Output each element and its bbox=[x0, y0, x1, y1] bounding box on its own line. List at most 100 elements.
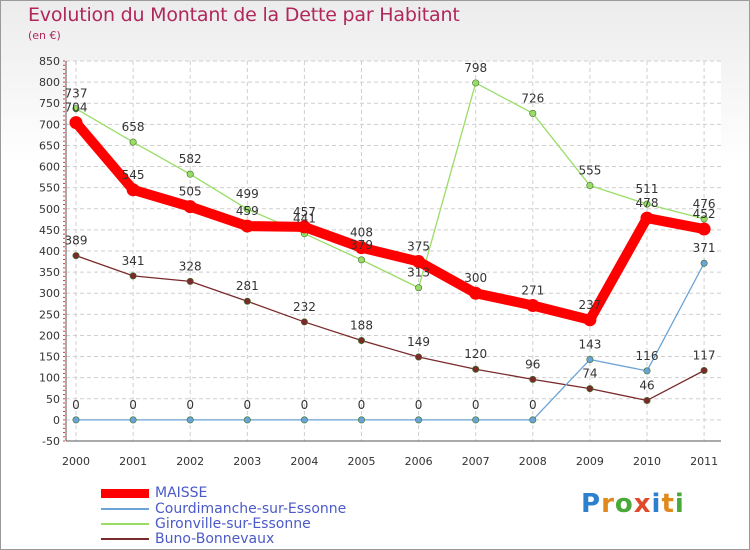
legend-item-buno: Buno-Bonnevaux bbox=[101, 531, 275, 547]
data-label-1: 116 bbox=[636, 349, 659, 363]
series-point-3 bbox=[186, 277, 194, 285]
chart-subtitle: (en €) bbox=[28, 29, 61, 42]
data-label-2: 555 bbox=[578, 164, 601, 178]
y-tick-label: 150 bbox=[39, 351, 60, 364]
series-point-3 bbox=[586, 385, 594, 393]
series-point-3 bbox=[700, 366, 708, 374]
series-point-2 bbox=[243, 205, 251, 213]
series-point-3 bbox=[643, 396, 651, 404]
logo-letter: o bbox=[614, 489, 634, 519]
data-label-3: 46 bbox=[639, 378, 654, 392]
data-label-1: 0 bbox=[301, 398, 309, 412]
series-point-0 bbox=[69, 116, 83, 130]
series-point-1 bbox=[586, 356, 594, 364]
series-point-1 bbox=[129, 416, 137, 424]
series-point-0 bbox=[126, 183, 140, 197]
series-point-0 bbox=[183, 200, 197, 214]
data-label-0: 375 bbox=[407, 240, 430, 254]
x-tick-label: 2005 bbox=[348, 455, 376, 468]
y-tick-label: 600 bbox=[39, 161, 60, 174]
series-point-1 bbox=[243, 416, 251, 424]
data-label-1: 143 bbox=[578, 338, 601, 352]
legend-label: MAISSE bbox=[155, 485, 208, 501]
x-tick-label: 2011 bbox=[690, 455, 718, 468]
data-label-2: 726 bbox=[521, 91, 544, 105]
logo-letter: i bbox=[651, 489, 662, 519]
data-label-0: 459 bbox=[236, 204, 259, 218]
data-label-2: 379 bbox=[350, 238, 373, 252]
data-label-2: 313 bbox=[407, 266, 430, 280]
legend-item-gironville: Gironville-sur-Essonne bbox=[101, 516, 311, 532]
legend-label: Buno-Bonnevaux bbox=[155, 531, 275, 547]
data-label-2: 499 bbox=[236, 187, 259, 201]
series-point-0 bbox=[526, 298, 540, 312]
x-tick-label: 2008 bbox=[519, 455, 547, 468]
series-point-1 bbox=[72, 416, 80, 424]
series-point-2 bbox=[129, 138, 137, 146]
data-label-1: 0 bbox=[243, 398, 251, 412]
y-tick-label: 500 bbox=[39, 203, 60, 216]
y-tick-label: -50 bbox=[42, 435, 60, 448]
x-tick-label: 2004 bbox=[290, 455, 318, 468]
data-label-3: 328 bbox=[179, 259, 202, 273]
series-line-0 bbox=[71, 117, 710, 325]
data-label-2: 737 bbox=[65, 87, 88, 101]
data-label-3: 149 bbox=[407, 335, 430, 349]
data-label-0: 457 bbox=[293, 205, 316, 219]
y-tick-label: 200 bbox=[39, 329, 60, 342]
data-label-3: 341 bbox=[122, 254, 145, 268]
data-label-2: 658 bbox=[122, 120, 145, 134]
series-line-2 bbox=[75, 82, 705, 289]
data-label-1: 0 bbox=[358, 398, 366, 412]
series-point-1 bbox=[186, 416, 194, 424]
series-point-0 bbox=[697, 222, 711, 236]
series-point-3 bbox=[300, 318, 308, 326]
series-point-2 bbox=[186, 170, 194, 178]
x-tick-label: 2009 bbox=[576, 455, 604, 468]
series-point-1 bbox=[357, 416, 365, 424]
data-label-0: 704 bbox=[65, 101, 88, 115]
data-label-0: 505 bbox=[179, 185, 202, 199]
series-line-1 bbox=[75, 262, 705, 421]
series-line-3 bbox=[75, 254, 705, 402]
data-label-3: 188 bbox=[350, 319, 373, 333]
series-point-2 bbox=[72, 105, 80, 113]
chart-title: Evolution du Montant de la Dette par Hab… bbox=[28, 4, 460, 26]
y-tick-label: 100 bbox=[39, 372, 60, 385]
series-point-0 bbox=[355, 241, 368, 255]
data-label-0: 408 bbox=[350, 226, 373, 240]
data-label-3: 117 bbox=[693, 348, 716, 362]
logo-letter: t bbox=[661, 489, 675, 519]
data-label-0: 545 bbox=[122, 168, 145, 182]
y-tick-label: 400 bbox=[39, 245, 60, 258]
series-point-2 bbox=[529, 109, 537, 117]
series-point-2 bbox=[586, 182, 594, 190]
series-point-0 bbox=[469, 286, 483, 300]
series-point-1 bbox=[700, 259, 708, 267]
legend-item-maisse: MAISSE bbox=[101, 485, 208, 501]
series-point-3 bbox=[357, 337, 365, 345]
logo-letter: x bbox=[633, 489, 652, 519]
y-tick-label: 750 bbox=[39, 97, 60, 110]
y-tick-label: 650 bbox=[39, 139, 60, 152]
series-point-0 bbox=[412, 255, 426, 269]
legend-swatch-courdimanche bbox=[101, 508, 149, 510]
series-point-2 bbox=[643, 200, 651, 208]
series-point-3 bbox=[129, 272, 137, 280]
series-point-0 bbox=[240, 219, 254, 233]
series-point-0 bbox=[297, 220, 311, 234]
logo-letter: i bbox=[674, 489, 685, 519]
y-tick-label: 450 bbox=[39, 224, 60, 237]
y-tick-label: 850 bbox=[39, 55, 60, 68]
data-label-1: 0 bbox=[472, 398, 480, 412]
series-point-1 bbox=[529, 416, 537, 424]
series-point-3 bbox=[415, 353, 423, 361]
series-point-2 bbox=[472, 79, 480, 87]
y-tick-label: 0 bbox=[53, 414, 60, 427]
data-label-3: 232 bbox=[293, 300, 316, 314]
series-point-2 bbox=[357, 256, 365, 264]
data-label-1: 371 bbox=[693, 241, 716, 255]
x-tick-label: 2001 bbox=[119, 455, 147, 468]
y-tick-label: 50 bbox=[46, 393, 60, 406]
